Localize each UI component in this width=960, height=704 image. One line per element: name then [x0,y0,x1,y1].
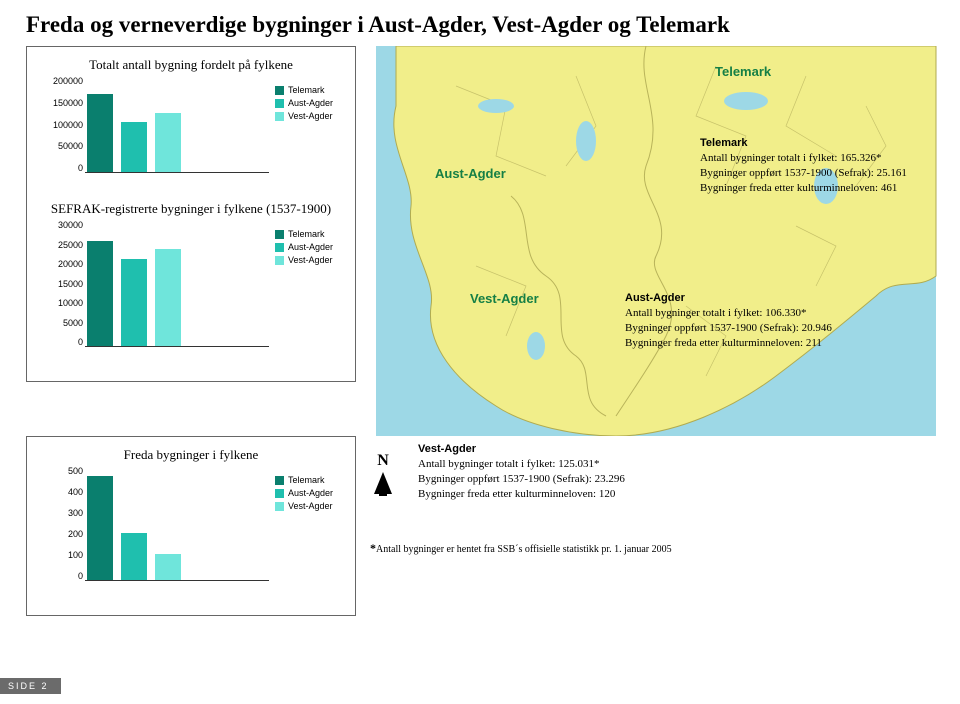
map: Telemark Aust-Agder Vest-Agder Telemark … [370,46,942,436]
ytick-label: 0 [39,164,83,173]
legend-label: Aust-Agder [288,98,333,108]
ytick-label: 15000 [39,280,83,289]
info-line: Antall bygninger totalt i fylket: 106.33… [625,306,832,321]
bar-vest_agder [155,554,181,581]
info-line: Bygninger freda etter kulturminneloven: … [700,181,907,196]
ytick-label: 200000 [39,77,83,86]
legend-item: Aust-Agder [275,98,343,108]
ytick-label: 400 [39,488,83,497]
ytick-label: 5000 [39,319,83,328]
bar-vest_agder [155,249,181,347]
legend-swatch [275,86,284,95]
legend-swatch [275,230,284,239]
legend-label: Aust-Agder [288,242,333,252]
legend-label: Vest-Agder [288,255,333,265]
ytick-label: 0 [39,572,83,581]
legend-item: Vest-Agder [275,111,343,121]
ytick-label: 500 [39,467,83,476]
legend-item: Telemark [275,475,343,485]
info-line: Bygninger freda etter kulturminneloven: … [625,336,832,351]
ytick-label: 300 [39,509,83,518]
legend-item: Telemark [275,229,343,239]
legend-swatch [275,256,284,265]
chart2-title: SEFRAK-registrerte bygninger i fylkene (… [39,201,343,217]
legend-swatch [275,99,284,108]
bar-aust_agder [121,122,147,173]
legend-label: Vest-Agder [288,501,333,511]
legend-item: Vest-Agder [275,255,343,265]
map-label-telemark: Telemark [715,64,771,79]
ytick-label: 25000 [39,241,83,250]
legend-label: Vest-Agder [288,111,333,121]
info-heading: Telemark [700,136,907,151]
ytick-label: 50000 [39,142,83,151]
ytick-label: 100000 [39,121,83,130]
chart1-title: Totalt antall bygning fordelt på fylkene [39,57,343,73]
chart3-title: Freda bygninger i fylkene [39,447,343,463]
info-line: Antall bygninger totalt i fylket: 125.03… [418,457,625,472]
bar-aust_agder [121,533,147,581]
ytick-label: 10000 [39,299,83,308]
bar-telemark [87,94,113,173]
legend-swatch [275,489,284,498]
legend-item: Aust-Agder [275,242,343,252]
ytick-label: 20000 [39,260,83,269]
ytick-label: 200 [39,530,83,539]
charts-panel: Totalt antall bygning fordelt på fylkene… [26,46,356,382]
map-label-aust-agder: Aust-Agder [435,166,506,181]
legend-label: Telemark [288,229,325,239]
map-label-vest-agder: Vest-Agder [470,291,539,306]
ytick-label: 30000 [39,221,83,230]
ytick-label: 100 [39,551,83,560]
bar-aust_agder [121,259,147,347]
info-line: Bygninger oppført 1537-1900 (Sefrak): 25… [700,166,907,181]
compass: N [370,452,396,494]
ytick-label: 0 [39,338,83,347]
page-title: Freda og verneverdige bygninger i Aust-A… [0,0,960,46]
map-svg [370,46,942,436]
legend-label: Telemark [288,475,325,485]
legend-item: Telemark [275,85,343,95]
legend-item: Aust-Agder [275,488,343,498]
legend-label: Telemark [288,85,325,95]
compass-label: N [370,452,396,470]
chart-sefrak: SEFRAK-registrerte bygninger i fylkene (… [39,201,343,361]
info-heading: Aust-Agder [625,291,832,306]
info-telemark: Telemark Antall bygninger totalt i fylke… [700,136,907,195]
compass-arrow-icon [374,472,392,494]
info-line: Antall bygninger totalt i fylket: 165.32… [700,151,907,166]
legend-swatch [275,112,284,121]
page-number-tab: SIDE 2 [0,678,61,694]
info-aust-agder: Aust-Agder Antall bygninger totalt i fyl… [625,291,832,350]
legend-label: Aust-Agder [288,488,333,498]
bar-telemark [87,241,113,347]
legend-swatch [275,243,284,252]
info-line: Bygninger oppført 1537-1900 (Sefrak): 20… [625,321,832,336]
info-heading: Vest-Agder [418,442,625,457]
legend-swatch [275,502,284,511]
info-line: Bygninger freda etter kulturminneloven: … [418,487,625,502]
bar-vest_agder [155,113,181,173]
legend-item: Vest-Agder [275,501,343,511]
chart-freda: Freda bygninger i fylkene 500 400 300 200 10… [39,447,343,595]
info-line: Bygninger oppført 1537-1900 (Sefrak): 23… [418,472,625,487]
legend-swatch [275,476,284,485]
ytick-label: 150000 [39,99,83,108]
chart-total: Totalt antall bygning fordelt på fylkene… [39,57,343,187]
footnote: *Antall bygninger er hentet fra SSB´s of… [370,541,942,556]
bar-telemark [87,476,113,581]
chart-freda-panel: Freda bygninger i fylkene 500 400 300 200 10… [26,436,356,616]
info-vest-agder: Vest-Agder Antall bygninger totalt i fyl… [418,442,625,501]
